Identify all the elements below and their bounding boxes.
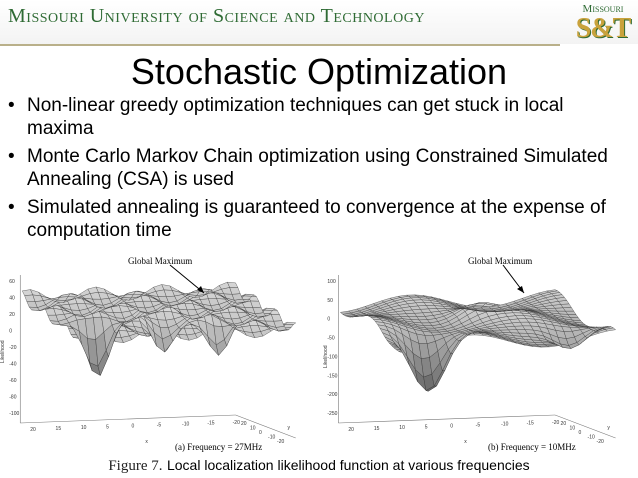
x-tick-label: -20 (233, 420, 240, 426)
axis-line (338, 414, 556, 424)
bullet-item: • Simulated annealing is guaranteed to c… (8, 196, 608, 242)
z-tick-label: -100 (327, 354, 337, 360)
figure-caption: Figure 7. Local localization likelihood … (0, 457, 638, 475)
z-tick-label: -20 (9, 345, 16, 351)
x-tick-label: -10 (501, 422, 508, 428)
z-tick-label: 0 (327, 317, 330, 323)
axis-line (20, 414, 236, 424)
z-tick-label: 20 (9, 312, 15, 318)
y-tick-label: -10 (588, 435, 595, 441)
x-tick-label: 15 (56, 426, 62, 432)
bullet-text: Non-linear greedy optimization technique… (27, 95, 564, 139)
z-tick-label: -80 (9, 395, 16, 401)
axis-line (235, 414, 296, 439)
z-tick-label: 50 (327, 298, 333, 304)
figure-7: 60 40 20 0 -20 -40 -60 -80 -100 20 15 10 5 0 -5 -10 -15-… (0, 253, 638, 453)
arrow-head (517, 286, 524, 293)
y-axis-label: y (288, 425, 291, 431)
y-tick-label: 20 (241, 421, 247, 427)
z-axis-label: Likelihood (0, 340, 6, 363)
x-tick-label: -15 (527, 421, 534, 427)
surface-plot-27mhz: 60 40 20 0 -20 -40 -60 -80 -100 20 15 10 5 0 -5 -10 -15-… (0, 253, 318, 453)
global-maximum-arrow (169, 264, 205, 294)
y-tick-label: -20 (277, 439, 284, 445)
x-tick-label: -5 (157, 423, 162, 429)
logo-top-text: Missouri (582, 3, 624, 15)
slide-title: Stochastic Optimization (130, 51, 508, 92)
x-tick-label: 5 (106, 424, 109, 430)
x-tick-label: -10 (182, 422, 189, 428)
y-tick-label: 10 (570, 426, 576, 432)
x-tick-label: 0 (131, 423, 134, 429)
x-tick-label: 20 (348, 427, 354, 433)
z-tick-label: -200 (327, 392, 337, 398)
global-maximum-label: Global Maximum (128, 256, 192, 266)
surface-mesh (338, 275, 617, 439)
z-tick-label: -50 (327, 336, 334, 342)
bullet-text: Monte Carlo Markov Chain optimization us… (27, 146, 608, 190)
header-band (0, 0, 638, 44)
x-tick-label: 10 (81, 425, 87, 431)
y-tick-label: 20 (561, 421, 567, 427)
z-tick-label: -40 (9, 362, 16, 368)
x-tick-label: -15 (207, 421, 214, 427)
x-tick-label: -5 (476, 423, 481, 429)
z-axis-label: Likelihood (323, 345, 329, 368)
x-axis-label: x (464, 439, 467, 445)
z-tick-label: -100 (9, 411, 19, 417)
x-tick-label: 0 (450, 423, 453, 429)
y-tick-label: -10 (268, 435, 275, 441)
surface-facet (227, 281, 239, 288)
z-tick-label: -250 (327, 411, 337, 417)
z-tick-label: 100 (327, 279, 336, 285)
logo-mark: S&T (575, 13, 632, 44)
x-axis-label: x (145, 439, 148, 445)
bullet-marker: • (8, 146, 15, 167)
bullet-text: Simulated annealing is guaranteed to con… (27, 197, 606, 241)
z-tick-label: 0 (9, 329, 12, 335)
y-tick-label: 0 (579, 430, 582, 436)
y-tick-label: 10 (250, 426, 256, 432)
header-rule (0, 44, 560, 46)
z-tick-label: -60 (9, 378, 16, 384)
university-name: Missouri University of Science and Techn… (8, 5, 425, 27)
plot-subcaption: (a) Frequency = 27MHz (175, 442, 262, 452)
bullet-marker: • (8, 197, 15, 218)
x-tick-label: 20 (30, 427, 36, 433)
x-tick-label: -20 (552, 420, 559, 426)
z-tick-label: -150 (327, 373, 337, 379)
axis-line (554, 414, 616, 439)
bullet-item: • Non-linear greedy optimization techniq… (8, 94, 608, 140)
arrow-head (197, 286, 204, 293)
bullet-item: • Monte Carlo Markov Chain optimization … (8, 145, 608, 191)
caption-text: Local localization likelihood function a… (166, 457, 530, 473)
surface-mesh (19, 275, 297, 439)
x-tick-label: 5 (425, 424, 428, 430)
y-tick-label: -20 (597, 439, 604, 445)
surface-facet (546, 289, 558, 293)
bullet-list: • Non-linear greedy optimization techniq… (8, 94, 608, 247)
caption-prefix: Figure 7. (108, 458, 163, 474)
surface-plot-10mhz: 100 50 0 -50 -100 -150 -200 -250 20 15 10 5 0 -5 -10 -1… (318, 253, 638, 453)
university-logo: Missouri S&T (573, 3, 633, 49)
z-tick-label: 60 (9, 279, 15, 285)
x-tick-label: 10 (399, 425, 405, 431)
x-tick-label: 15 (374, 426, 380, 432)
y-tick-label: 0 (259, 430, 262, 436)
z-tick-label: 40 (9, 296, 15, 302)
plot-subcaption: (b) Frequency = 10MHz (488, 442, 576, 452)
global-maximum-label: Global Maximum (468, 256, 532, 266)
bullet-marker: • (8, 95, 15, 116)
y-axis-label: y (607, 425, 610, 431)
